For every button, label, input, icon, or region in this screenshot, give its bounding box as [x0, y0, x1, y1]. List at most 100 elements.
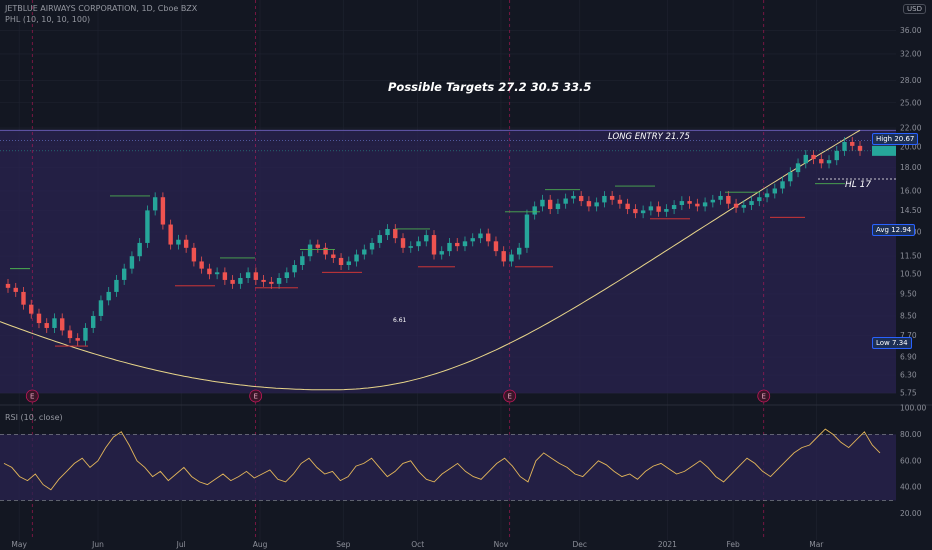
range-band-fill — [0, 130, 896, 394]
candle-body — [52, 318, 57, 328]
current-price-tag — [872, 145, 896, 156]
earnings-marker-label: E — [253, 393, 257, 401]
candle-body — [695, 203, 700, 207]
candle-body — [98, 300, 104, 316]
candle-body — [424, 235, 429, 242]
price-tick-label: 7.70 — [900, 331, 917, 340]
candle-body — [749, 201, 754, 206]
price-tick-label: 22.00 — [900, 124, 922, 133]
rsi-tick-label: 60.00 — [900, 456, 922, 465]
candle-body — [91, 315, 96, 328]
candle-body — [44, 323, 49, 328]
candle-body — [284, 272, 290, 279]
rsi-tick-label: 80.00 — [900, 430, 922, 439]
candle-body — [214, 272, 220, 275]
candle-body — [687, 201, 692, 204]
rsi-panel — [0, 404, 932, 501]
candle-body — [168, 224, 173, 245]
candle-body — [145, 210, 150, 243]
candle-body — [563, 198, 568, 204]
time-tick-label: Jun — [91, 540, 104, 549]
candle-body — [857, 145, 863, 151]
candle-body — [393, 228, 398, 239]
candle-body — [795, 163, 801, 173]
candle-body — [269, 281, 274, 284]
candle-body — [346, 261, 351, 266]
candle-body — [462, 241, 468, 247]
candle-body — [679, 201, 685, 206]
price-tick-label: 18.00 — [900, 163, 922, 172]
candle-body — [106, 291, 111, 301]
candle-body — [780, 181, 785, 189]
candle-body — [826, 160, 832, 164]
candle-body — [540, 199, 545, 207]
hl-annotation: HL 17 — [845, 180, 872, 190]
candle-body — [509, 254, 514, 262]
candle-body — [532, 206, 537, 215]
price-tick-label: 32.00 — [900, 49, 922, 58]
candle-body — [788, 172, 793, 182]
candle-body — [455, 242, 460, 247]
candle-body — [307, 244, 313, 257]
rsi-label: RSI (10, close) — [5, 413, 63, 422]
earnings-marker — [25, 389, 39, 403]
candle-body — [137, 242, 142, 257]
candle-body — [377, 235, 382, 243]
candle-body — [67, 330, 73, 339]
candle-body — [501, 251, 506, 262]
candle-body — [656, 206, 661, 212]
candle-body — [718, 195, 723, 200]
candle-body — [191, 247, 197, 262]
candle-body — [60, 318, 65, 331]
earnings-marker — [757, 389, 771, 403]
rsi-tick-label: 40.00 — [900, 483, 922, 492]
candle-body — [470, 238, 475, 242]
candle-body — [664, 209, 669, 212]
pivot-levels — [0, 145, 896, 347]
candle-body — [416, 241, 421, 247]
rsi-tick-label: 20.00 — [900, 509, 922, 518]
candle-body — [230, 279, 235, 284]
candle-body — [408, 246, 413, 248]
cup-curve-line — [0, 129, 861, 391]
candle-body — [114, 279, 119, 292]
indicator-label: PHL (10, 10, 10, 100) — [5, 15, 91, 24]
candle-body — [300, 256, 305, 266]
earnings-marker — [249, 389, 263, 403]
price-tick-label: 16.00 — [900, 186, 922, 195]
price-tick-label: 14.50 — [900, 206, 922, 215]
candle-body — [276, 278, 282, 284]
candle-body — [617, 199, 623, 204]
candle-body — [121, 268, 127, 280]
price-tick-label: 6.30 — [900, 371, 917, 380]
candle-body — [183, 239, 189, 248]
earnings-marker-label: E — [762, 393, 766, 401]
price-tick-label: 5.75 — [900, 389, 917, 398]
time-tick-label: Aug — [253, 540, 268, 549]
candle-body — [726, 195, 731, 204]
candle-body — [702, 202, 708, 207]
candle-body — [594, 202, 599, 207]
candle-body — [331, 254, 336, 258]
candle-body — [578, 195, 584, 202]
candle-body — [633, 209, 638, 214]
cup-curve — [0, 129, 861, 391]
candle-body — [385, 228, 390, 236]
candle-body — [83, 327, 88, 341]
candle-body — [160, 197, 166, 225]
time-tick-label: Mar — [809, 540, 824, 549]
candle-body — [338, 257, 344, 266]
candle-body — [75, 338, 80, 341]
candle-body — [586, 201, 592, 207]
candle-body — [362, 249, 367, 255]
price-tick-label: 8.50 — [900, 311, 917, 320]
candle-body — [129, 256, 135, 269]
candle-body — [803, 154, 808, 164]
time-tick-label: Jul — [176, 540, 186, 549]
candle-body — [819, 159, 824, 164]
candle-body — [555, 203, 561, 210]
currency-badge[interactable]: USD — [903, 4, 926, 14]
candle-body — [609, 195, 615, 200]
